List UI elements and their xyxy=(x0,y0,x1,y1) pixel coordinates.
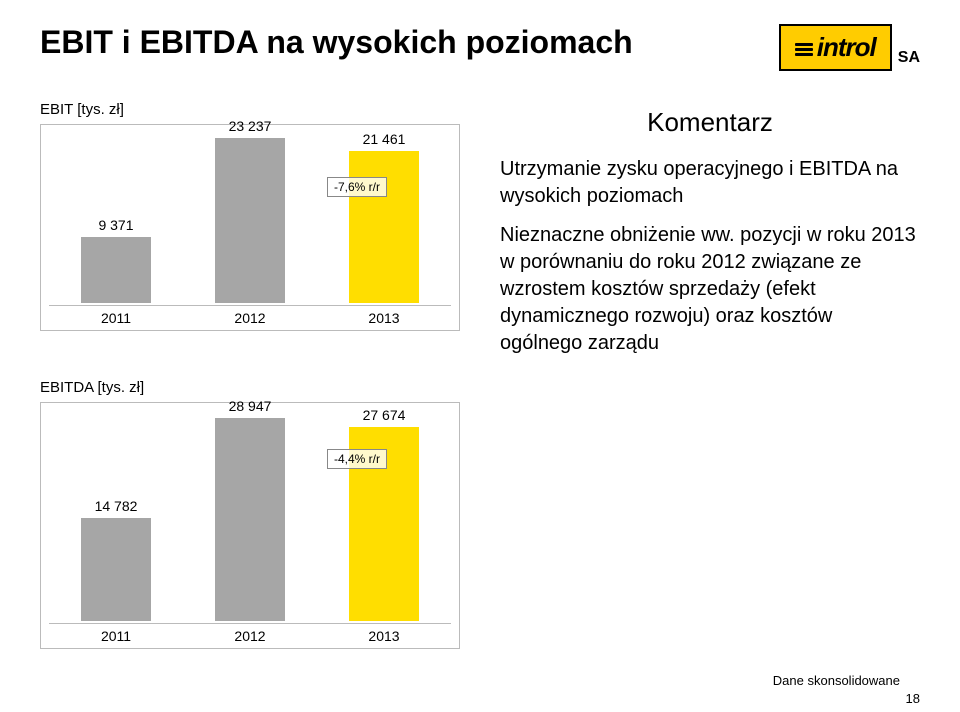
category-label: 2012 xyxy=(205,628,295,644)
bar-value-label: 28 947 xyxy=(229,398,272,414)
ebit-categories: 2011 2012 2013 xyxy=(49,305,451,326)
footer-note: Dane skonsolidowane xyxy=(773,673,900,688)
brand-logo-text: introl xyxy=(817,32,876,62)
ebit-column: EBIT [tys. zł] -7,6% r/r 9 37123 23721 4… xyxy=(40,101,460,369)
bar-value-label: 14 782 xyxy=(95,498,138,514)
bar xyxy=(81,237,151,303)
bar-wrap: 14 782 xyxy=(71,498,161,621)
category-label: 2013 xyxy=(339,628,429,644)
category-label: 2011 xyxy=(71,628,161,644)
bar-value-label: 21 461 xyxy=(363,131,406,147)
bar xyxy=(215,418,285,621)
bar xyxy=(81,518,151,621)
ebit-delta-label: -7,6% r/r xyxy=(327,177,387,197)
ebitda-delta-label: -4,4% r/r xyxy=(327,449,387,469)
bar-wrap: 9 371 xyxy=(71,217,161,303)
bar-wrap: 27 674 xyxy=(339,407,429,621)
ebitda-bars: -4,4% r/r 14 78228 94727 674 xyxy=(49,411,451,621)
bar-value-label: 27 674 xyxy=(363,407,406,423)
category-label: 2011 xyxy=(71,310,161,326)
brand-logo-lines-icon xyxy=(795,41,813,58)
ebit-label: EBIT [tys. zł] xyxy=(40,101,460,118)
brand-logo-box: introl xyxy=(779,24,892,71)
commentary-column: Komentarz Utrzymanie zysku operacyjnego … xyxy=(500,101,920,369)
ebitda-label: EBITDA [tys. zł] xyxy=(40,379,460,396)
bar-wrap: 21 461 xyxy=(339,131,429,303)
ebit-bars: -7,6% r/r 9 37123 23721 461 xyxy=(49,133,451,303)
row-ebitda: EBITDA [tys. zł] -4,4% r/r 14 78228 9472… xyxy=(40,379,460,649)
bar-wrap: 28 947 xyxy=(205,398,295,621)
row-ebit-and-comment: EBIT [tys. zł] -7,6% r/r 9 37123 23721 4… xyxy=(40,101,920,369)
ebit-chart: -7,6% r/r 9 37123 23721 461 2011 2012 2013 xyxy=(40,124,460,331)
page-title: EBIT i EBITDA na wysokich poziomach xyxy=(40,24,633,61)
bar-wrap: 23 237 xyxy=(205,118,295,303)
ebitda-categories: 2011 2012 2013 xyxy=(49,623,451,644)
category-label: 2013 xyxy=(339,310,429,326)
commentary-title: Komentarz xyxy=(500,107,920,138)
ebitda-chart: -4,4% r/r 14 78228 94727 674 20112012201… xyxy=(40,402,460,649)
page-number: 18 xyxy=(906,691,920,706)
bar xyxy=(349,151,419,303)
header: EBIT i EBITDA na wysokich poziomach intr… xyxy=(40,24,920,71)
slide-page: EBIT i EBITDA na wysokich poziomach intr… xyxy=(0,0,960,712)
commentary-paragraph-2: Nieznaczne obniżenie ww. pozycji w roku … xyxy=(500,222,920,357)
brand-logo-suffix: SA xyxy=(898,49,920,67)
category-label: 2012 xyxy=(205,310,295,326)
commentary-paragraph-1: Utrzymanie zysku operacyjnego i EBITDA n… xyxy=(500,156,920,210)
bar-value-label: 23 237 xyxy=(229,118,272,134)
bar-value-label: 9 371 xyxy=(98,217,133,233)
bar xyxy=(215,138,285,303)
brand-logo: introl SA xyxy=(779,24,920,71)
